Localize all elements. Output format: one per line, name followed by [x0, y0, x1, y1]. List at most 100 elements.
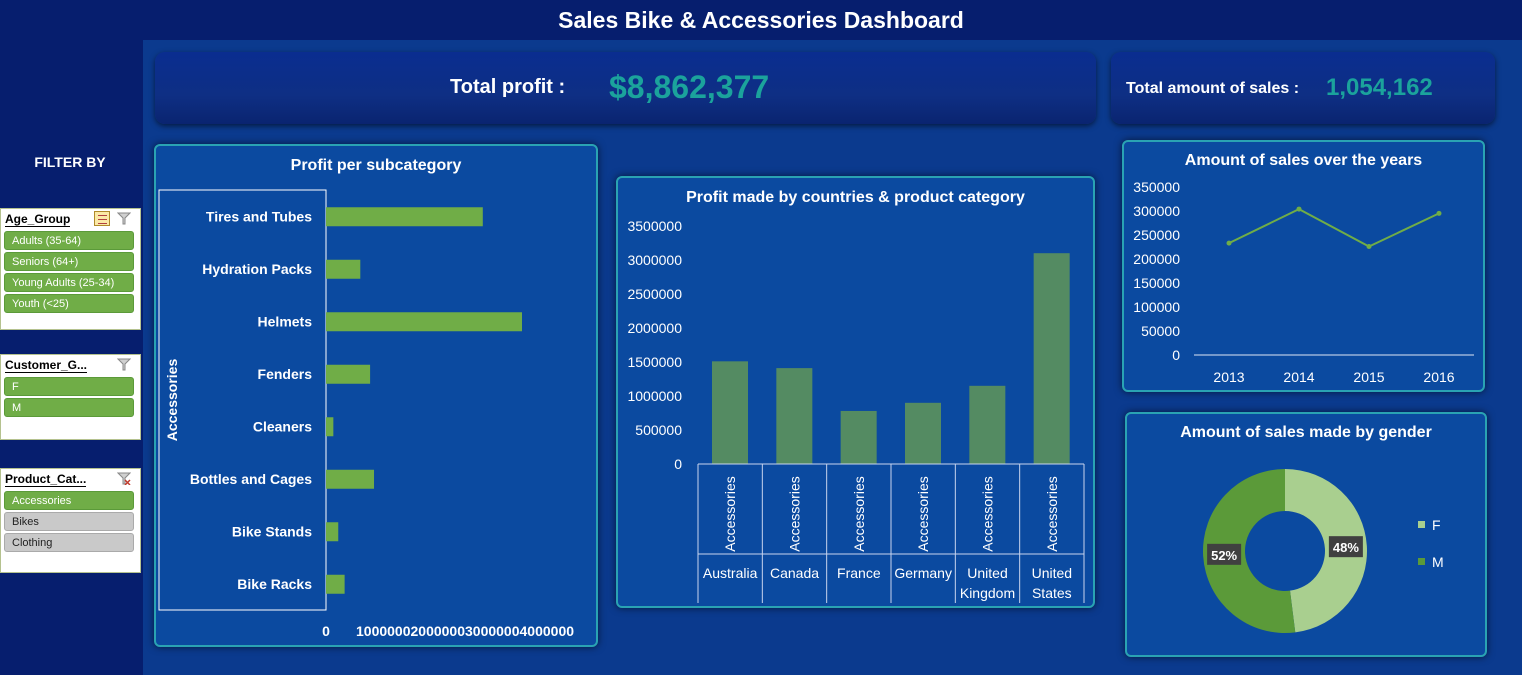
slicer-title: Product_Cat...	[5, 472, 87, 487]
total-sales-value: 1,054,162	[1326, 74, 1433, 101]
country-chart-panel: Profit made by countries & product categ…	[616, 176, 1095, 608]
column	[712, 361, 748, 464]
filter-label: FILTER BY	[34, 154, 106, 170]
category-label: Helmets	[258, 313, 313, 329]
gender-donut-chart: 48% 52% F M	[1203, 469, 1444, 633]
clear-filter-icon[interactable]	[117, 212, 131, 225]
chart-title: Profit per subcategory	[290, 157, 462, 174]
subcategory-chart-panel: Profit per subcategory Accessories Tires …	[154, 144, 598, 647]
slicer-product-category: Product_Cat... Accessories Bikes Clothin…	[0, 468, 141, 573]
category-label: Tires and Tubes	[206, 208, 312, 224]
sales-years-chart-panel: Amount of sales over the years 350000 300…	[1122, 140, 1485, 392]
column	[776, 368, 813, 464]
slicer-item[interactable]: Clothing	[4, 533, 134, 552]
column	[969, 385, 1006, 464]
y-tick-label: 2500000	[627, 286, 682, 302]
category-label: Hydration Packs	[202, 261, 312, 277]
category-label: Fenders	[258, 366, 313, 382]
column	[1033, 253, 1070, 464]
x-tick-label: 2016	[1423, 369, 1454, 385]
category-label: United	[967, 565, 1007, 581]
total-profit-value: $8,862,377	[609, 69, 770, 105]
category-label: United	[1032, 565, 1072, 581]
slicer-item[interactable]: Youth (<25)	[4, 294, 134, 313]
category-sub-label: Accessories	[915, 476, 931, 551]
category-axis-box	[158, 189, 327, 611]
category-label: France	[837, 565, 881, 581]
slicer-customer-gender: Customer_G... F M	[0, 354, 141, 440]
dashboard-title: Sales Bike & Accessories Dashboard	[0, 0, 1522, 40]
slicer-item[interactable]: Bikes	[4, 512, 134, 531]
y-tick-label: 0	[1172, 347, 1180, 363]
column	[840, 410, 877, 464]
column	[905, 402, 941, 464]
bar	[326, 207, 483, 227]
y-tick-label: 50000	[1141, 323, 1180, 339]
total-profit-label: Total profit :	[450, 76, 566, 98]
clear-filter-icon[interactable]	[117, 472, 131, 485]
x-tick-label: 0	[322, 623, 330, 639]
y-tick-label: 350000	[1133, 179, 1180, 195]
y-tick-label: 3500000	[627, 218, 682, 234]
x-tick-label: 2013	[1213, 369, 1244, 385]
category-sub-label: Accessories	[851, 476, 867, 551]
group-label: Accessories	[164, 359, 180, 442]
category-sub-label: Accessories	[787, 476, 803, 551]
gender-chart-panel: Amount of sales made by gender 48% 52% F M	[1125, 412, 1487, 657]
slicer-item[interactable]: F	[4, 377, 134, 396]
donut-slice	[1285, 469, 1367, 633]
subcategory-bar-chart: Accessories Tires and Tubes Hydration Pack…	[158, 189, 574, 639]
y-tick-label: 1500000	[627, 354, 682, 370]
category-label: Bike Racks	[237, 576, 312, 592]
donut-slice	[1203, 469, 1296, 633]
slicer-item[interactable]: M	[4, 398, 134, 417]
y-tick-label: 2000000	[627, 320, 682, 336]
slicer-item[interactable]: Seniors (64+)	[4, 252, 134, 271]
data-label: 52%	[1211, 548, 1237, 563]
category-label: Canada	[770, 565, 819, 581]
bar	[326, 259, 361, 279]
chart-title: Amount of sales made by gender	[1180, 424, 1432, 441]
data-point	[1366, 244, 1372, 250]
y-tick-label: 250000	[1133, 227, 1180, 243]
slicer-item[interactable]: Adults (35-64)	[4, 231, 134, 250]
slicer-item[interactable]: Accessories	[4, 491, 134, 510]
legend-swatch	[1418, 558, 1425, 565]
slicer-header: Age_Group	[1, 209, 140, 229]
x-tick-label: 1000000200000030000004000000	[356, 623, 574, 639]
chart-title: Profit made by countries & product categ…	[686, 189, 1025, 206]
bar	[326, 312, 522, 332]
legend-label: M	[1432, 554, 1444, 570]
slicer-item[interactable]: Young Adults (25-34)	[4, 273, 134, 292]
y-tick-label: 500000	[635, 422, 682, 438]
clear-filter-icon[interactable]	[117, 358, 131, 371]
bar	[326, 469, 375, 489]
multi-select-icon[interactable]	[94, 211, 110, 226]
country-column-chart: 3500000 3000000 2500000 2000000 1500000 10000…	[627, 218, 1085, 603]
series-line	[1228, 207, 1440, 248]
category-label: Cleaners	[253, 418, 312, 434]
slicer-header: Product_Cat...	[1, 469, 140, 489]
x-tick-label: 2014	[1283, 369, 1314, 385]
data-label-box	[1328, 536, 1363, 558]
category-label: States	[1032, 585, 1072, 601]
y-tick-label: 1000000	[627, 388, 682, 404]
x-tick-label: 2015	[1353, 369, 1384, 385]
category-label: Kingdom	[960, 585, 1015, 601]
chart-title: Amount of sales over the years	[1184, 152, 1423, 169]
data-point	[1226, 240, 1232, 246]
category-label: Germany	[894, 565, 952, 581]
y-tick-label: 100000	[1133, 299, 1180, 315]
total-profit-card: Total profit : $8,862,377	[155, 52, 1096, 124]
category-label: Bottles and Cages	[190, 471, 312, 487]
category-sub-label: Accessories	[1044, 476, 1060, 551]
slicer-header: Customer_G...	[1, 355, 140, 375]
category-sub-label: Accessories	[980, 476, 996, 551]
slicer-title: Customer_G...	[5, 358, 88, 373]
sales-line-chart: 350000 300000 250000 200000 150000 100000 5000…	[1133, 179, 1474, 385]
y-tick-label: 200000	[1133, 251, 1180, 267]
data-label: 48%	[1333, 540, 1359, 555]
y-tick-label: 0	[674, 456, 682, 472]
bar	[326, 417, 334, 437]
total-sales-label: Total amount of sales :	[1126, 80, 1300, 97]
